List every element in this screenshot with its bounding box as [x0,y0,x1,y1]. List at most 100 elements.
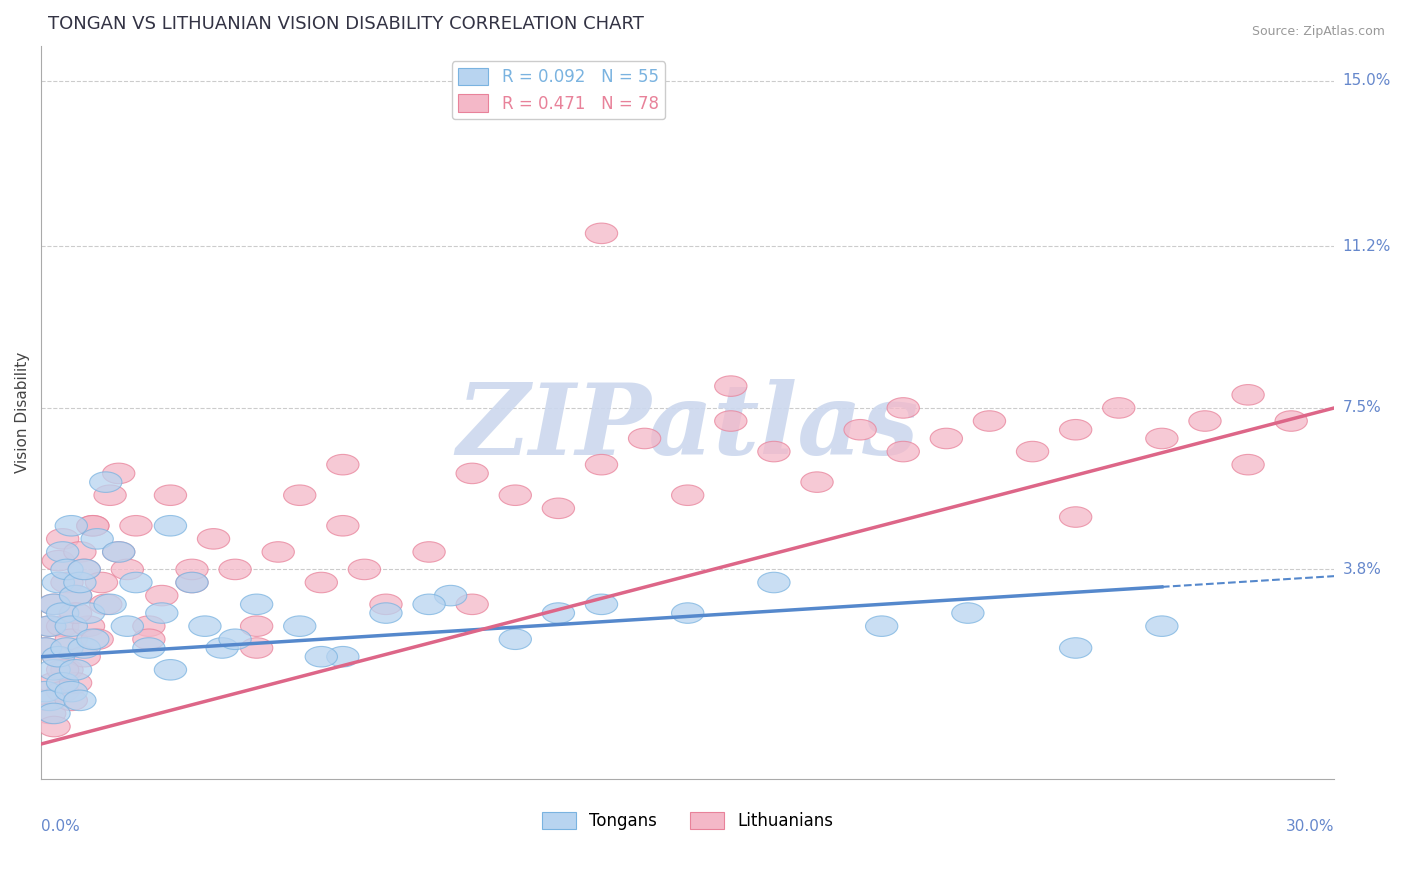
Ellipse shape [219,559,252,580]
Ellipse shape [931,428,963,449]
Ellipse shape [1275,410,1308,432]
Ellipse shape [262,541,294,562]
Ellipse shape [55,615,87,636]
Ellipse shape [628,428,661,449]
Ellipse shape [207,638,239,658]
Ellipse shape [240,594,273,615]
Ellipse shape [38,716,70,737]
Text: 11.2%: 11.2% [1343,239,1391,254]
Text: 15.0%: 15.0% [1343,73,1391,88]
Y-axis label: Vision Disability: Vision Disability [15,351,30,473]
Ellipse shape [176,559,208,580]
Ellipse shape [111,559,143,580]
Ellipse shape [72,603,104,624]
Ellipse shape [34,690,66,711]
Ellipse shape [585,594,617,615]
Ellipse shape [1146,428,1178,449]
Ellipse shape [866,615,898,636]
Ellipse shape [82,529,114,549]
Text: 7.5%: 7.5% [1343,401,1381,416]
Ellipse shape [42,550,75,571]
Ellipse shape [46,673,79,693]
Ellipse shape [155,516,187,536]
Ellipse shape [51,573,83,593]
Ellipse shape [55,516,87,536]
Ellipse shape [86,573,118,593]
Ellipse shape [51,559,83,580]
Ellipse shape [38,659,70,680]
Ellipse shape [51,638,83,658]
Text: 3.8%: 3.8% [1343,562,1382,577]
Ellipse shape [59,585,91,606]
Ellipse shape [413,541,446,562]
Ellipse shape [1060,638,1092,658]
Ellipse shape [90,472,122,492]
Ellipse shape [952,603,984,624]
Ellipse shape [30,638,62,658]
Ellipse shape [38,594,70,615]
Ellipse shape [46,615,79,636]
Ellipse shape [67,559,100,580]
Ellipse shape [55,681,87,702]
Ellipse shape [714,410,747,432]
Ellipse shape [42,573,75,593]
Ellipse shape [38,673,70,693]
Ellipse shape [1232,454,1264,475]
Ellipse shape [349,559,381,580]
Ellipse shape [30,681,62,702]
Ellipse shape [188,615,221,636]
Ellipse shape [38,703,70,723]
Ellipse shape [59,603,91,624]
Ellipse shape [46,659,79,680]
Text: 30.0%: 30.0% [1286,819,1334,834]
Ellipse shape [240,638,273,658]
Ellipse shape [59,673,91,693]
Ellipse shape [63,690,96,711]
Text: 0.0%: 0.0% [41,819,80,834]
Ellipse shape [801,472,834,492]
Text: ZIPatlas: ZIPatlas [457,379,920,475]
Ellipse shape [63,541,96,562]
Ellipse shape [758,442,790,462]
Ellipse shape [46,681,79,702]
Ellipse shape [1017,442,1049,462]
Ellipse shape [77,516,110,536]
Ellipse shape [111,615,143,636]
Ellipse shape [240,615,273,636]
Ellipse shape [103,541,135,562]
Ellipse shape [543,498,575,518]
Ellipse shape [714,376,747,396]
Ellipse shape [55,690,87,711]
Ellipse shape [219,629,252,649]
Ellipse shape [120,573,152,593]
Ellipse shape [38,594,70,615]
Ellipse shape [758,573,790,593]
Ellipse shape [1189,410,1222,432]
Ellipse shape [67,559,100,580]
Ellipse shape [77,629,110,649]
Ellipse shape [30,690,62,711]
Ellipse shape [887,398,920,418]
Ellipse shape [90,594,122,615]
Legend: Tongans, Lithuanians: Tongans, Lithuanians [536,805,839,837]
Ellipse shape [59,585,91,606]
Ellipse shape [55,629,87,649]
Ellipse shape [132,638,165,658]
Ellipse shape [42,647,75,667]
Ellipse shape [63,573,96,593]
Ellipse shape [34,615,66,636]
Ellipse shape [72,615,104,636]
Ellipse shape [146,603,179,624]
Ellipse shape [1060,419,1092,440]
Ellipse shape [672,603,704,624]
Ellipse shape [176,573,208,593]
Ellipse shape [973,410,1005,432]
Ellipse shape [434,585,467,606]
Ellipse shape [1232,384,1264,405]
Ellipse shape [456,463,488,483]
Ellipse shape [284,485,316,506]
Ellipse shape [103,541,135,562]
Ellipse shape [82,629,114,649]
Ellipse shape [120,516,152,536]
Ellipse shape [370,603,402,624]
